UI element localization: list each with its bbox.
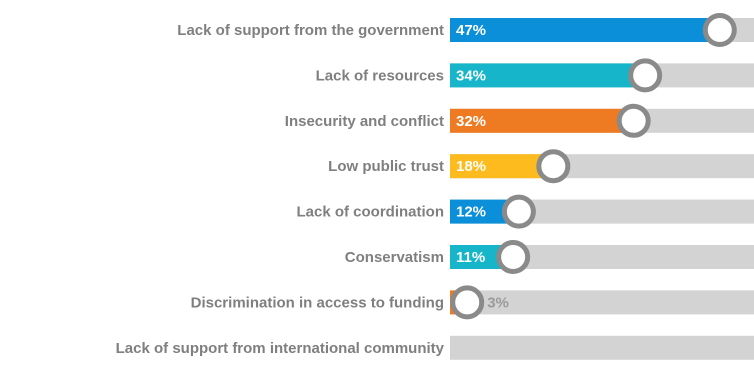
bar-end-marker	[536, 149, 571, 184]
bar	[450, 108, 634, 133]
bar	[450, 63, 646, 88]
bar-end-marker	[616, 103, 651, 138]
bar-row: Lack of support from international commu…	[116, 335, 754, 360]
category-label: Discrimination in access to funding	[191, 294, 444, 311]
bar-end-marker	[450, 285, 485, 320]
bar-end-marker	[628, 58, 663, 93]
bar-end-marker	[702, 13, 737, 47]
category-label: Low public trust	[328, 158, 444, 175]
bar-end-marker	[496, 240, 531, 274]
bar-row: Discrimination in access to funding 3%	[191, 285, 754, 320]
data-label: 18%	[456, 158, 486, 175]
category-label: Insecurity and conflict	[285, 113, 444, 130]
data-label: 12%	[456, 204, 486, 221]
bar	[450, 18, 720, 42]
bar-row: Low public trust 18%	[328, 149, 754, 184]
bar-track	[450, 335, 754, 360]
data-label: 3%	[487, 294, 509, 311]
category-label: Lack of support from international commu…	[116, 340, 445, 357]
data-label: 47%	[456, 22, 486, 39]
bar-row: Insecurity and conflict 32%	[285, 103, 754, 138]
data-label: 32%	[456, 113, 486, 130]
bar-row: Lack of resources 34%	[316, 58, 754, 93]
data-label: 11%	[456, 249, 485, 266]
category-label: Lack of coordination	[296, 204, 444, 221]
bar-row: Lack of coordination 12%	[296, 194, 754, 229]
bar-row: Lack of support from the government 47%	[177, 13, 754, 47]
bar-end-marker	[501, 194, 536, 229]
bar-track	[450, 290, 754, 315]
bar	[450, 154, 554, 179]
category-label: Conservatism	[345, 249, 444, 266]
category-label: Lack of support from the government	[177, 22, 444, 39]
category-label: Lack of resources	[316, 67, 444, 84]
data-label: 34%	[456, 67, 486, 84]
bar-row: Conservatism 11%	[345, 240, 754, 274]
